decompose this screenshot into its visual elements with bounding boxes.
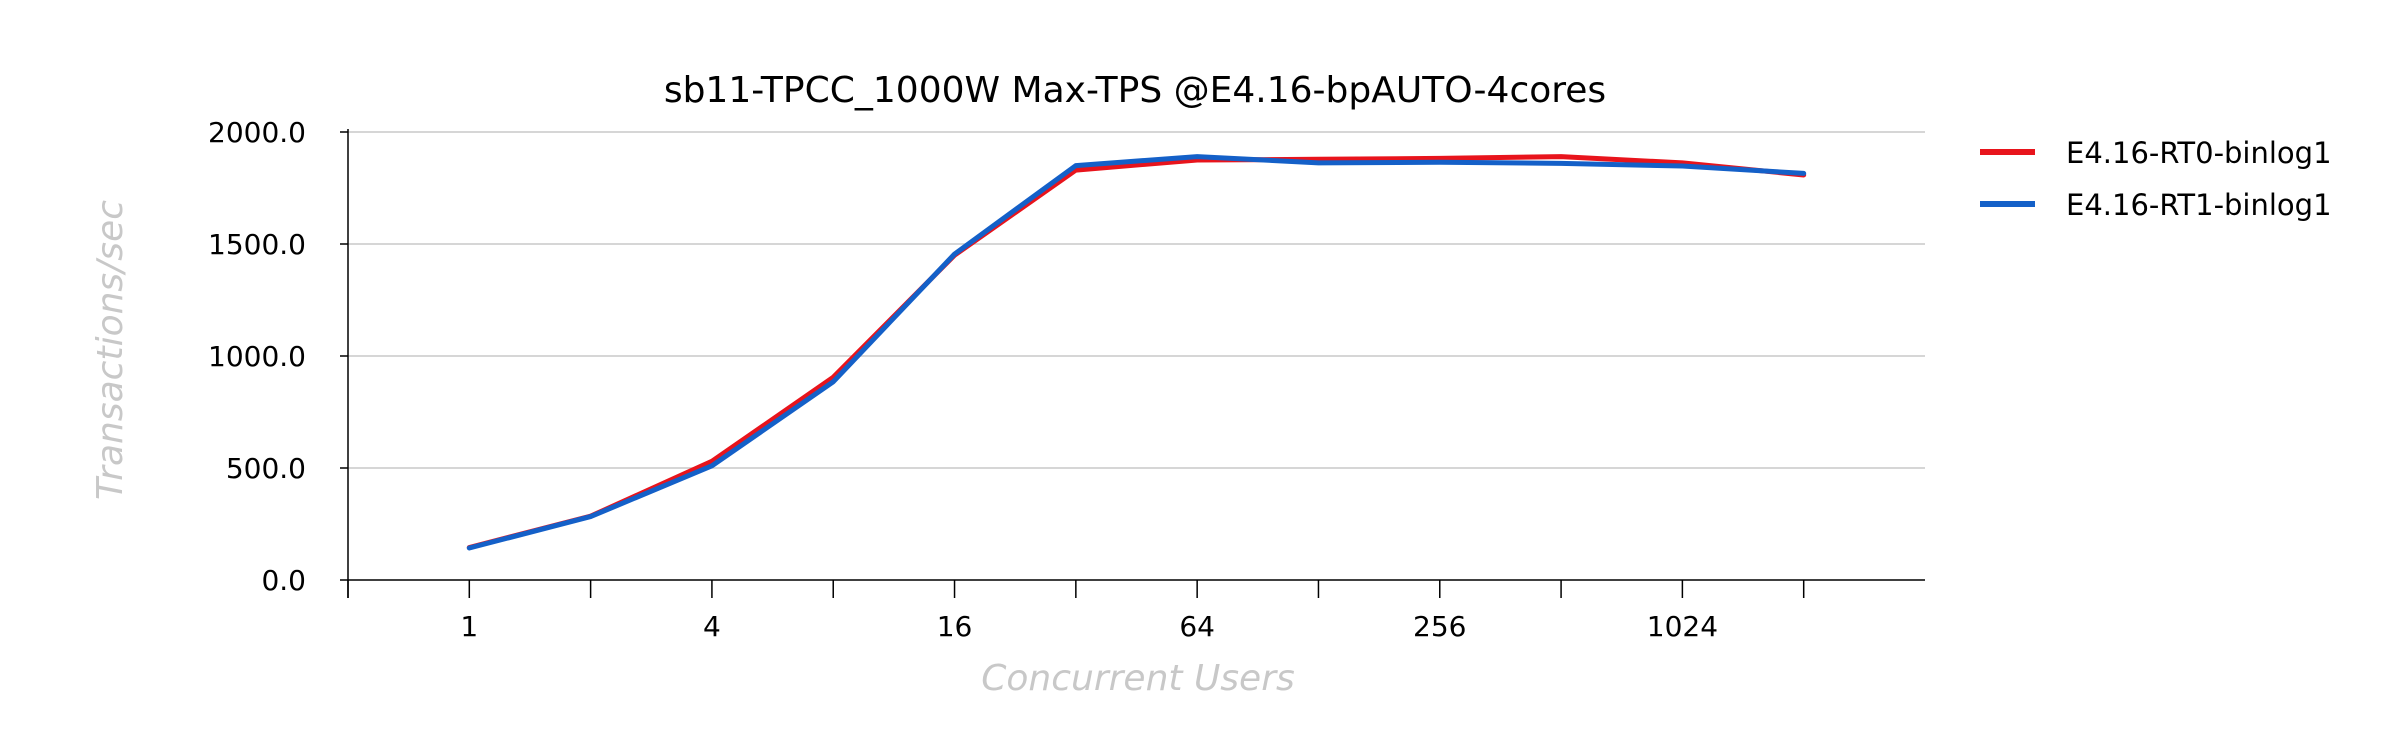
y-tick-label: 0.0 bbox=[261, 564, 306, 597]
legend: E4.16-RT0-binlog1 E4.16-RT1-binlog1 bbox=[1980, 136, 2332, 222]
y-tick-label: 1000.0 bbox=[208, 340, 306, 373]
x-tick-label: 1 bbox=[460, 610, 478, 643]
series-line-1 bbox=[466, 154, 1807, 550]
x-tick-label: 1024 bbox=[1647, 610, 1718, 643]
series-lines bbox=[466, 154, 1807, 551]
x-tick-label: 4 bbox=[703, 610, 721, 643]
y-axis-label: Transactions/sec bbox=[90, 200, 131, 500]
x-axis-label: Concurrent Users bbox=[981, 658, 1295, 699]
y-axis-ticks: 0.0 500.0 1000.0 1500.0 2000.0 bbox=[208, 116, 348, 597]
y-tick-label: 1500.0 bbox=[208, 228, 306, 261]
gridlines bbox=[348, 131, 1925, 469]
y-tick-label: 500.0 bbox=[226, 452, 306, 485]
legend-label: E4.16-RT0-binlog1 bbox=[2066, 136, 2332, 170]
x-tick-label: 256 bbox=[1413, 610, 1466, 643]
x-axis-ticks: 1 4 16 64 256 1024 bbox=[347, 580, 1805, 643]
series-line-2 bbox=[466, 154, 1807, 551]
axes bbox=[347, 129, 1925, 598]
y-tick-label: 2000.0 bbox=[208, 116, 306, 149]
legend-label: E4.16-RT1-binlog1 bbox=[2066, 188, 2332, 222]
x-tick-label: 16 bbox=[937, 610, 973, 643]
chart-title: sb11-TPCC_1000W Max-TPS @E4.16-bpAUTO-4c… bbox=[664, 70, 1606, 111]
x-tick-label: 64 bbox=[1179, 610, 1215, 643]
